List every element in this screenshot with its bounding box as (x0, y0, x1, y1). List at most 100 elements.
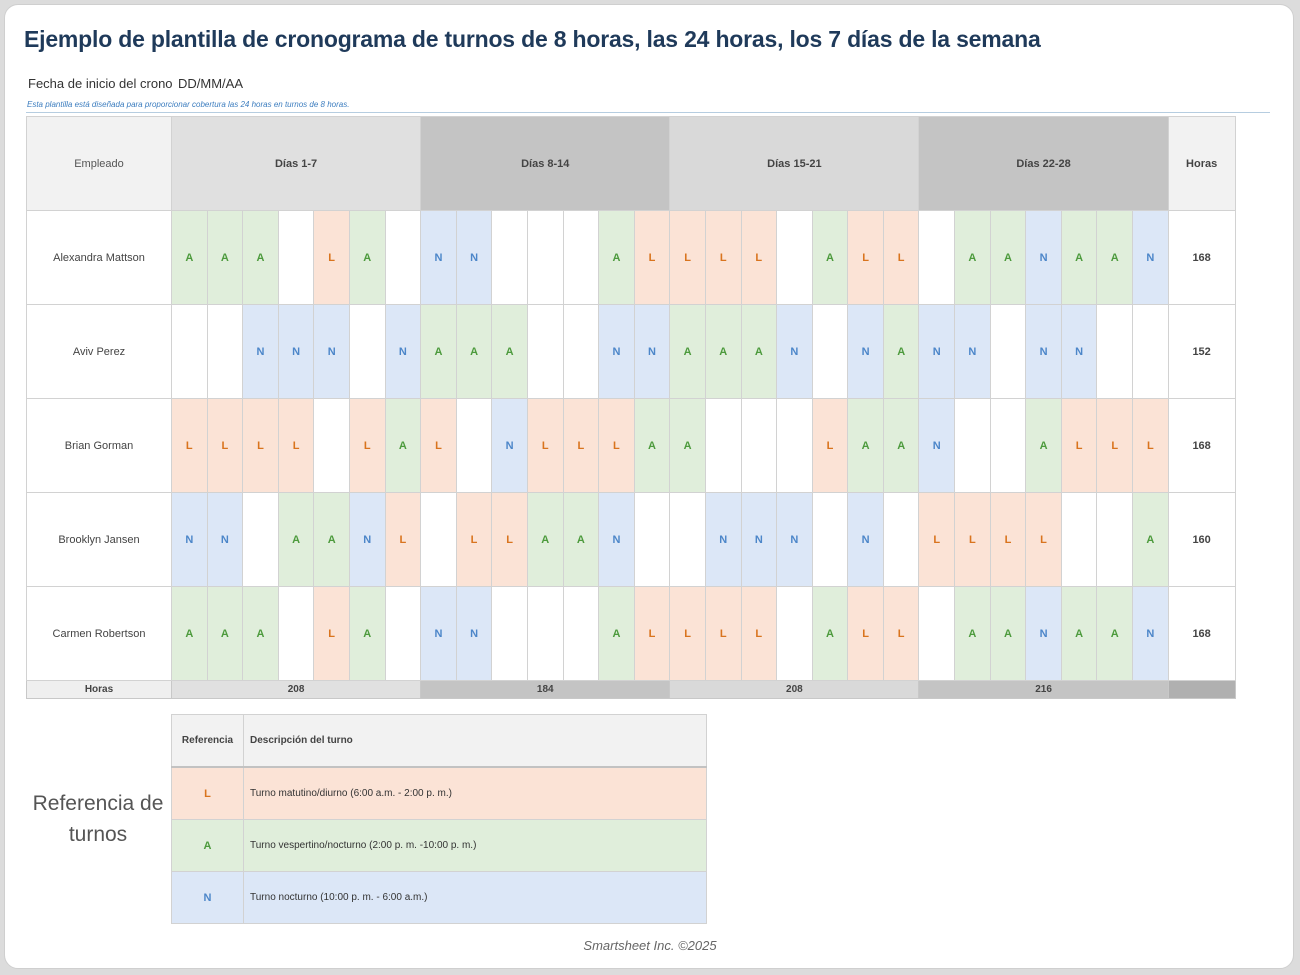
shift-cell[interactable]: A (669, 304, 706, 399)
shift-cell[interactable]: A (989, 210, 1027, 305)
shift-cell[interactable]: L (633, 210, 671, 305)
shift-cell[interactable]: L (669, 586, 706, 681)
shift-cell[interactable] (562, 210, 600, 305)
shift-cell[interactable]: N (704, 492, 742, 587)
shift-cell[interactable] (562, 304, 600, 399)
shift-cell[interactable]: N (1025, 304, 1062, 399)
shift-cell[interactable]: A (526, 492, 564, 587)
shift-cell[interactable]: A (384, 398, 422, 493)
shift-cell[interactable] (882, 492, 920, 587)
shift-cell[interactable]: L (171, 398, 208, 493)
shift-cell[interactable]: A (954, 586, 991, 681)
shift-cell[interactable] (171, 304, 208, 399)
shift-cell[interactable]: L (989, 492, 1027, 587)
shift-cell[interactable]: A (277, 492, 315, 587)
shift-cell[interactable] (954, 398, 991, 493)
shift-cell[interactable]: N (206, 492, 244, 587)
shift-cell[interactable]: A (811, 210, 849, 305)
shift-cell[interactable]: N (348, 492, 386, 587)
shift-cell[interactable] (526, 304, 564, 399)
shift-cell[interactable] (776, 210, 813, 305)
shift-cell[interactable]: A (704, 304, 742, 399)
shift-cell[interactable]: A (954, 210, 991, 305)
shift-cell[interactable]: N (776, 492, 813, 587)
shift-cell[interactable] (989, 304, 1027, 399)
shift-cell[interactable] (918, 586, 956, 681)
shift-cell[interactable] (562, 586, 600, 681)
shift-cell[interactable]: L (882, 586, 920, 681)
shift-cell[interactable]: N (598, 304, 635, 399)
shift-cell[interactable]: L (598, 398, 635, 493)
employee-name[interactable]: Alexandra Mattson (26, 210, 172, 305)
shift-cell[interactable]: L (313, 210, 350, 305)
shift-cell[interactable] (1096, 304, 1134, 399)
shift-cell[interactable]: N (1132, 210, 1169, 305)
shift-cell[interactable] (776, 586, 813, 681)
shift-cell[interactable]: N (242, 304, 279, 399)
shift-cell[interactable] (918, 210, 956, 305)
shift-cell[interactable]: N (420, 210, 457, 305)
employee-name[interactable]: Carmen Robertson (26, 586, 172, 681)
shift-cell[interactable]: A (1096, 586, 1134, 681)
shift-cell[interactable]: A (171, 210, 208, 305)
shift-cell[interactable]: A (633, 398, 671, 493)
shift-cell[interactable] (1096, 492, 1134, 587)
shift-cell[interactable] (811, 304, 849, 399)
shift-cell[interactable]: A (1096, 210, 1134, 305)
shift-cell[interactable]: A (740, 304, 778, 399)
shift-cell[interactable]: N (776, 304, 813, 399)
shift-cell[interactable]: L (740, 586, 778, 681)
shift-cell[interactable] (384, 586, 422, 681)
shift-cell[interactable]: A (1060, 586, 1098, 681)
shift-cell[interactable]: L (704, 210, 742, 305)
shift-cell[interactable]: L (455, 492, 493, 587)
shift-cell[interactable]: A (882, 304, 920, 399)
shift-cell[interactable] (811, 492, 849, 587)
shift-cell[interactable] (526, 586, 564, 681)
shift-cell[interactable]: N (847, 492, 884, 587)
employee-name[interactable]: Brooklyn Jansen (26, 492, 172, 587)
shift-cell[interactable]: A (1060, 210, 1098, 305)
shift-cell[interactable]: N (633, 304, 671, 399)
shift-cell[interactable] (633, 492, 671, 587)
shift-cell[interactable]: A (242, 210, 279, 305)
shift-cell[interactable]: A (811, 586, 849, 681)
shift-cell[interactable]: N (1025, 586, 1062, 681)
shift-cell[interactable]: L (1096, 398, 1134, 493)
shift-cell[interactable]: N (491, 398, 528, 493)
shift-cell[interactable]: N (740, 492, 778, 587)
shift-cell[interactable]: A (348, 210, 386, 305)
shift-cell[interactable]: L (1132, 398, 1169, 493)
shift-cell[interactable]: N (918, 304, 956, 399)
shift-cell[interactable] (206, 304, 244, 399)
shift-cell[interactable]: L (882, 210, 920, 305)
shift-cell[interactable] (526, 210, 564, 305)
shift-cell[interactable]: A (1025, 398, 1062, 493)
shift-cell[interactable]: A (242, 586, 279, 681)
shift-cell[interactable]: A (669, 398, 706, 493)
shift-cell[interactable]: A (313, 492, 350, 587)
shift-cell[interactable]: N (277, 304, 315, 399)
shift-cell[interactable] (491, 210, 528, 305)
shift-cell[interactable]: L (918, 492, 956, 587)
shift-cell[interactable] (420, 492, 457, 587)
shift-cell[interactable] (989, 398, 1027, 493)
shift-cell[interactable]: A (1132, 492, 1169, 587)
shift-cell[interactable]: L (811, 398, 849, 493)
shift-cell[interactable]: L (242, 398, 279, 493)
shift-cell[interactable]: A (598, 210, 635, 305)
shift-cell[interactable]: L (847, 210, 884, 305)
shift-cell[interactable] (384, 210, 422, 305)
shift-cell[interactable]: N (1025, 210, 1062, 305)
shift-cell[interactable]: L (313, 586, 350, 681)
shift-cell[interactable]: L (420, 398, 457, 493)
shift-cell[interactable] (1132, 304, 1169, 399)
shift-cell[interactable] (776, 398, 813, 493)
shift-cell[interactable]: A (420, 304, 457, 399)
shift-cell[interactable]: N (455, 210, 493, 305)
shift-cell[interactable] (1060, 492, 1098, 587)
shift-cell[interactable] (277, 586, 315, 681)
shift-cell[interactable]: A (491, 304, 528, 399)
shift-cell[interactable]: L (348, 398, 386, 493)
shift-cell[interactable]: L (384, 492, 422, 587)
